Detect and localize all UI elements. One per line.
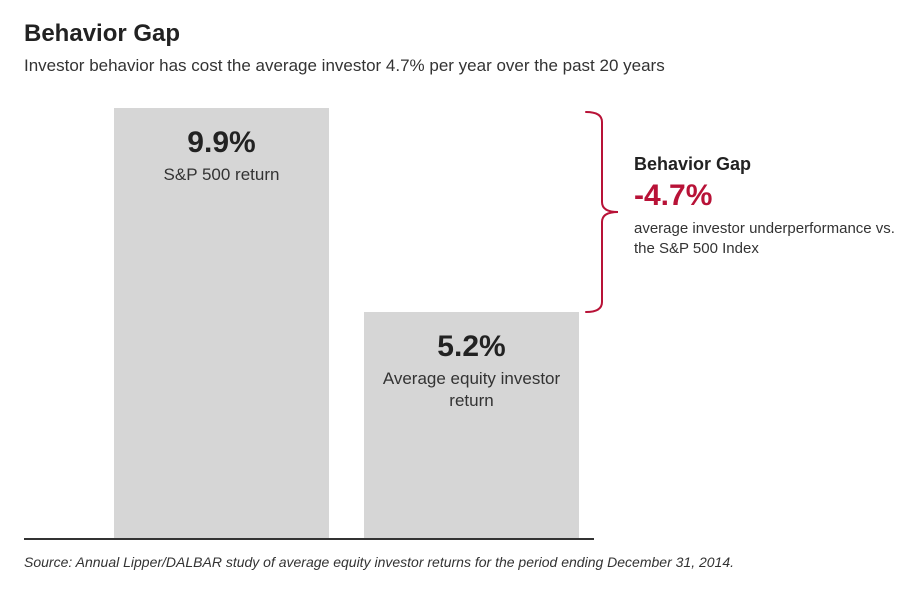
bar-sp500-label: S&P 500 return [114, 164, 329, 186]
gap-bracket [584, 110, 620, 314]
bar-investor-value: 5.2% [364, 330, 579, 364]
bar-sp500: 9.9% S&P 500 return [114, 108, 329, 538]
bar-sp500-value: 9.9% [114, 126, 329, 160]
bar-investor-label: Average equity investor return [364, 368, 579, 412]
chart-baseline [24, 538, 594, 540]
source-text: Source: Annual Lipper/DALBAR study of av… [24, 554, 892, 570]
bar-investor: 5.2% Average equity investor return [364, 312, 579, 538]
chart-title: Behavior Gap [24, 20, 892, 48]
gap-annotation: Behavior Gap -4.7% average investor unde… [634, 154, 904, 260]
chart-subtitle: Investor behavior has cost the average i… [24, 56, 892, 76]
gap-desc: average investor underperformance vs. th… [634, 219, 904, 260]
gap-value: -4.7% [634, 179, 904, 213]
gap-title: Behavior Gap [634, 154, 904, 175]
chart-area: 9.9% S&P 500 return 5.2% Average equity … [24, 100, 892, 540]
